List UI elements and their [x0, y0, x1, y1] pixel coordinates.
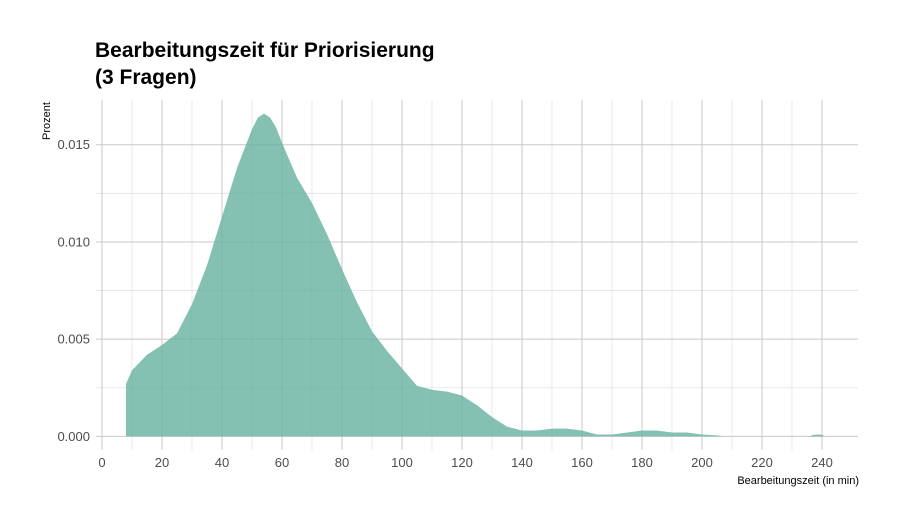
density-areas	[126, 113, 825, 437]
x-tick-label: 160	[571, 455, 593, 470]
y-tick-label: 0.005	[57, 332, 90, 347]
y-tick-label: 0.015	[57, 137, 90, 152]
y-axis-label: Prozent	[41, 102, 53, 140]
x-tick-label: 40	[215, 455, 229, 470]
x-tick-label: 0	[98, 455, 105, 470]
x-tick-label: 100	[391, 455, 413, 470]
x-tick-label: 240	[811, 455, 833, 470]
chart-title-line-2: (3 Fragen)	[95, 66, 197, 89]
x-tick-label: 120	[451, 455, 473, 470]
x-axis-label: Bearbeitungszeit (in min)	[737, 475, 859, 487]
x-tick-label: 180	[631, 455, 653, 470]
density-area-1	[126, 113, 723, 437]
x-axis-ticks: 0 20 40 60 80 100 120 140 160 180 200 220 240	[98, 455, 832, 470]
x-tick-label: 20	[155, 455, 169, 470]
x-tick-label: 60	[275, 455, 289, 470]
y-tick-label: 0.010	[57, 234, 90, 249]
grid	[96, 100, 858, 450]
density-area-2	[810, 434, 825, 437]
y-tick-label: 0.000	[57, 429, 90, 444]
chart-title-line-1: Bearbeitungszeit für Priorisierung	[95, 39, 435, 62]
x-tick-label: 200	[691, 455, 713, 470]
x-tick-label: 140	[511, 455, 533, 470]
x-tick-label: 220	[751, 455, 773, 470]
y-axis-ticks: 0.000 0.005 0.010 0.015	[57, 137, 90, 444]
x-tick-label: 80	[335, 455, 349, 470]
